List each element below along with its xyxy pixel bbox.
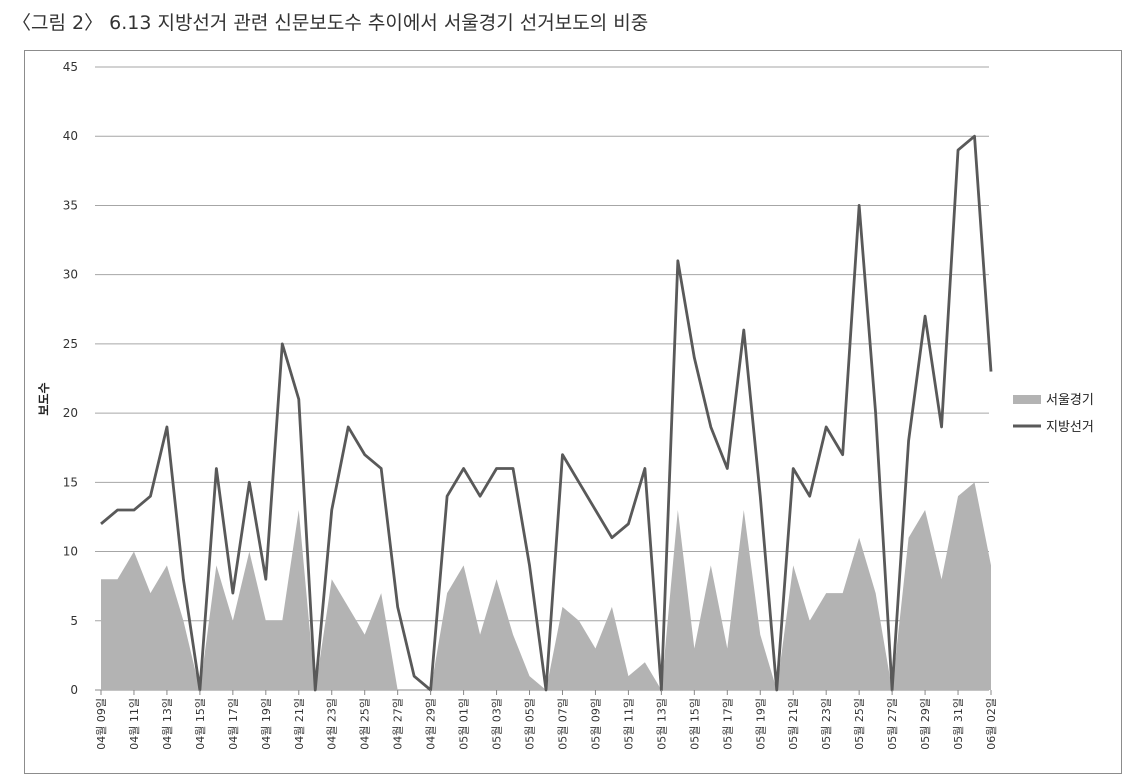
x-tick-label-16: 05월 11일: [621, 698, 635, 750]
x-tick-label-17: 05월 13일: [654, 698, 668, 750]
x-tick-label-12: 05월 03일: [490, 698, 504, 750]
x-tick-label-4: 04월 17일: [226, 698, 240, 750]
x-tick-label-25: 05월 29일: [918, 698, 932, 750]
y-tick-label-30: 30: [63, 268, 78, 282]
area-series-seoul-gyeonggi: [101, 482, 991, 690]
legend-label-line: 지방선거: [1046, 420, 1094, 435]
legend: 서울경기 지방선거: [1013, 393, 1094, 435]
x-tick-label-11: 05월 01일: [457, 698, 471, 750]
y-tick-label-5: 5: [70, 614, 78, 628]
chart-frame: 0 5 10 15 20 25 30 35 40 45 04월 09일 04월 11일 04월 13일…: [24, 50, 1122, 774]
x-tick-label-3: 04월 15일: [193, 698, 207, 750]
x-tick-label-1: 04월 11일: [127, 698, 141, 750]
x-tick-label-9: 04월 27일: [391, 698, 405, 750]
y-tick-label-0: 0: [70, 683, 78, 697]
x-tick-label-0: 04월 09일: [94, 698, 108, 750]
x-tick-label-8: 04월 25일: [358, 698, 372, 750]
x-tick-label-13: 05월 05일: [523, 698, 537, 750]
x-tick-label-14: 05월 07일: [555, 698, 569, 750]
line-series-layer: [100, 134, 993, 692]
x-tick-label-7: 04월 23일: [325, 698, 339, 750]
x-tick-label-23: 05월 25일: [852, 698, 866, 750]
legend-swatch-area: [1013, 395, 1041, 404]
x-tick-label-5: 04월 19일: [259, 698, 273, 750]
x-tick-label-21: 05월 21일: [786, 698, 800, 750]
y-tick-label-25: 25: [63, 337, 78, 351]
line-series-local-election: [100, 134, 993, 692]
x-tick-label-19: 05월 17일: [720, 698, 734, 750]
legend-label-area: 서울경기: [1046, 393, 1094, 408]
y-axis-label: 보도수: [37, 382, 51, 415]
x-axis: 04월 09일 04월 11일 04월 13일 04월 15일 04월 17일 04월 1…: [94, 690, 998, 750]
y-tick-label-40: 40: [63, 129, 78, 143]
x-tick-label-20: 05월 19일: [753, 698, 767, 750]
x-tick-label-24: 05월 27일: [885, 698, 899, 750]
figure-title: 〈그림 2〉 6.13 지방선거 관련 신문보도수 추이에서 서울경기 선거보도…: [12, 12, 649, 34]
y-tick-label-45: 45: [63, 60, 78, 74]
y-tick-label-15: 15: [63, 475, 78, 489]
x-tick-label-10: 04월 29일: [424, 698, 438, 750]
y-tick-label-20: 20: [63, 406, 78, 420]
x-tick-label-27: 06월 02일: [984, 698, 998, 750]
line-area-chart: 0 5 10 15 20 25 30 35 40 45 04월 09일 04월 11일 04월 13일…: [37, 60, 1094, 750]
x-tick-label-6: 04월 21일: [292, 698, 306, 750]
x-tick-label-26: 05월 31일: [951, 698, 965, 750]
x-tick-label-22: 05월 23일: [819, 698, 833, 750]
x-tick-label-18: 05월 15일: [687, 698, 701, 750]
y-tick-label-10: 10: [63, 545, 78, 559]
y-tick-label-35: 35: [63, 198, 78, 212]
area-series-layer: [101, 482, 991, 690]
y-axis: 0 5 10 15 20 25 30 35 40 45: [63, 60, 78, 697]
x-tick-label-2: 04월 13일: [160, 698, 174, 750]
x-tick-label-15: 05월 09일: [588, 698, 602, 750]
